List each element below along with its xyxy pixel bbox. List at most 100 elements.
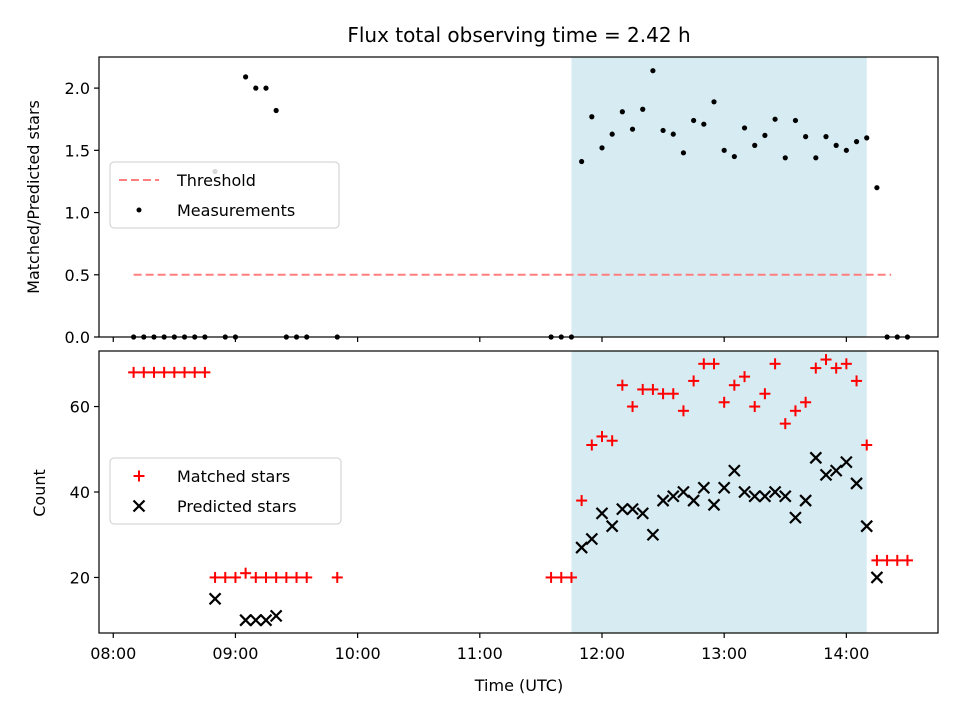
predicted-star-point — [840, 455, 853, 469]
predicted-star-point — [799, 494, 812, 507]
top-y-axis-label: Matched/Predicted stars — [24, 100, 43, 294]
matched-star-point — [596, 430, 608, 442]
legend-threshold-label: Threshold — [176, 171, 256, 190]
bottom-xtick-label: 11:00 — [457, 644, 503, 663]
top-x-ticks — [112, 337, 847, 342]
matched-star-point — [647, 383, 659, 395]
measurement-point — [752, 142, 758, 148]
predicted-star-point — [605, 519, 619, 533]
matched-star-point — [229, 571, 241, 583]
top-ytick-label: 0.0 — [65, 328, 90, 347]
matched-star-point — [698, 358, 710, 370]
measurement-point — [741, 125, 748, 131]
matched-star-point — [891, 554, 903, 566]
legend-measurements-swatch — [136, 207, 142, 213]
measurement-point — [721, 147, 727, 153]
legend-matched-marker — [133, 470, 145, 482]
bottom-legend: Matched stars Predicted stars — [109, 457, 342, 525]
bottom-ytick-label: 60 — [70, 398, 90, 417]
measurement-point — [813, 155, 819, 161]
measurement-point — [263, 85, 269, 91]
bottom-xtick-label: 08:00 — [90, 644, 136, 663]
predicted-star-point — [249, 613, 263, 627]
measurement-point — [273, 107, 279, 114]
matched-star-point — [708, 358, 720, 370]
matched-stars-series — [128, 354, 913, 583]
matched-star-point — [280, 571, 292, 583]
matched-star-point — [555, 571, 567, 583]
measurement-point — [762, 132, 768, 138]
matched-star-point — [881, 554, 893, 566]
top-ytick-label: 2.0 — [65, 79, 90, 98]
matched-star-point — [688, 375, 700, 387]
predicted-star-point — [860, 519, 874, 533]
matched-star-point — [728, 379, 740, 391]
matched-star-point — [789, 405, 801, 417]
predicted-star-point — [717, 481, 731, 495]
matched-star-point — [616, 379, 628, 391]
measurement-point — [253, 85, 259, 91]
predicted-star-point — [819, 468, 833, 482]
matched-star-point — [219, 571, 231, 583]
measurement-point — [599, 145, 605, 151]
measurement-point — [803, 134, 809, 140]
measurement-point — [711, 99, 717, 105]
bottom-legend-box — [109, 457, 342, 525]
bottom-xtick-label: 13:00 — [701, 644, 747, 663]
measurement-point — [680, 150, 687, 156]
matched-star-point — [657, 388, 669, 400]
top-plot-frame — [98, 56, 939, 338]
matched-star-point — [168, 366, 180, 378]
predicted-star-point — [585, 532, 599, 546]
matched-star-point — [739, 371, 751, 383]
matched-star-point — [677, 405, 689, 417]
predicted-star-point — [728, 464, 741, 477]
matched-star-point — [667, 388, 679, 400]
predicted-star-point — [208, 592, 222, 606]
predicted-star-point — [656, 494, 670, 507]
predicted-star-point — [269, 609, 283, 623]
bottom-ytick-label: 20 — [70, 568, 90, 587]
matched-star-point — [576, 495, 588, 507]
matched-star-point — [810, 362, 822, 374]
top-ytick-label: 1.0 — [65, 204, 90, 223]
measurement-point — [579, 158, 585, 165]
bottom-panel: 20 40 60 08:00 09:00 10:00 11:00 12:00 13:00 14:… — [30, 350, 939, 695]
matched-star-point — [830, 362, 842, 374]
legend-predicted-label: Predicted stars — [177, 497, 297, 516]
predicted-star-point — [595, 507, 609, 520]
measurement-point — [670, 131, 676, 137]
matched-star-point — [128, 366, 140, 378]
measurement-point — [629, 126, 636, 132]
bottom-xtick-label: 12:00 — [579, 644, 625, 663]
top-panel: 0.00.51.01.52.0 Matched/Predicted stars … — [24, 56, 939, 347]
measurement-point — [701, 121, 707, 127]
predicted-star-point — [829, 464, 843, 477]
measurement-point — [243, 74, 249, 80]
top-ytick-label: 0.5 — [65, 266, 90, 285]
matched-star-point — [749, 401, 761, 413]
measurement-point — [782, 155, 788, 161]
matched-star-point — [718, 396, 730, 408]
predicted-star-point — [575, 541, 588, 554]
predicted-star-point — [666, 489, 680, 503]
matched-star-point — [158, 366, 170, 378]
measurement-point — [650, 68, 656, 74]
predicted-star-point — [809, 451, 823, 465]
bottom-xtick-label: 14:00 — [823, 644, 869, 663]
matched-star-point — [637, 383, 649, 395]
matched-star-point — [769, 358, 781, 370]
predicted-star-point — [646, 528, 660, 542]
matched-star-point — [779, 418, 791, 430]
measurement-point — [640, 106, 646, 112]
matched-star-point — [270, 571, 282, 583]
bottom-y-axis-label: Count — [30, 469, 49, 517]
measurement-point — [874, 185, 880, 191]
measurements-series — [131, 68, 911, 340]
predicted-star-point — [616, 502, 629, 516]
measurement-point — [660, 127, 666, 134]
predicted-star-point — [687, 494, 700, 507]
predicted-star-point — [870, 571, 884, 584]
measurement-point — [853, 139, 860, 145]
